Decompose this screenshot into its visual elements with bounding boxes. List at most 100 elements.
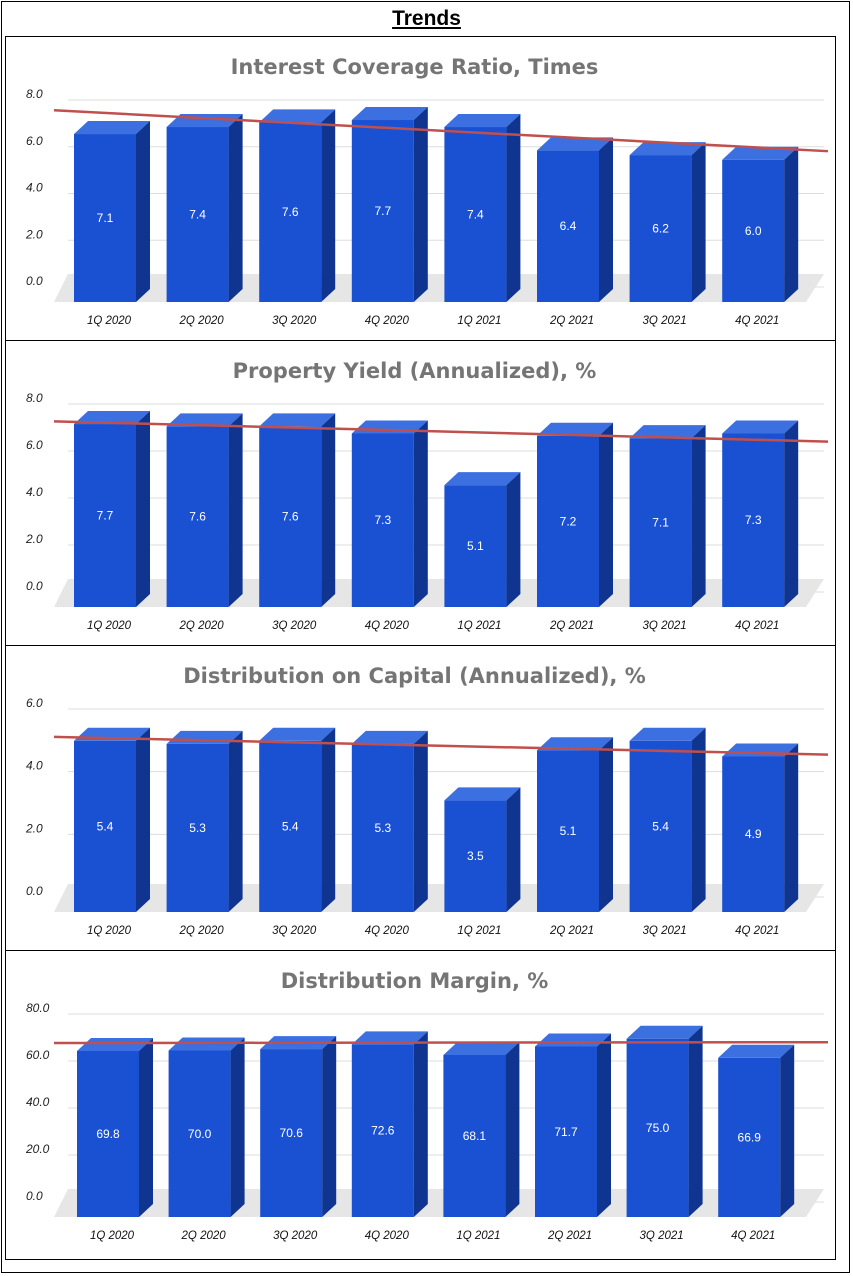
bar-front xyxy=(259,122,322,302)
distribution-margin-bar-3q-2021 xyxy=(626,1025,703,1217)
bar-side xyxy=(506,787,521,912)
distribution-on-capital-annualized-bar-4q-2020 xyxy=(351,730,428,912)
bar-side xyxy=(136,727,150,912)
distribution-on-capital-annualized-bar-3q-2021 xyxy=(629,727,706,912)
interest-coverage-ratio-times-ytick-label: 0.0 xyxy=(26,274,43,288)
property-yield-annualized-ytick-label: 4.0 xyxy=(26,485,43,499)
property-yield-annualized-data-label: 7.6 xyxy=(282,510,299,524)
distribution-on-capital-annualized-data-label: 5.4 xyxy=(652,819,669,833)
bar-top xyxy=(443,1041,520,1055)
property-yield-annualized-data-label: 5.1 xyxy=(467,539,484,553)
interest-coverage-ratio-times-data-label: 7.6 xyxy=(282,205,299,219)
distribution-on-capital-annualized-data-label: 5.4 xyxy=(282,819,299,833)
bar-side xyxy=(780,1044,795,1217)
distribution-margin-ytick-label: 20.0 xyxy=(25,1142,50,1156)
interest-coverage-ratio-times-bar-1q-2021 xyxy=(444,114,521,303)
property-yield-annualized-category-label: 1Q 2020 xyxy=(87,620,132,632)
bar-side xyxy=(784,146,799,302)
interest-coverage-ratio-times-category-label: 3Q 2020 xyxy=(272,315,317,327)
interest-coverage-ratio-times-bar-4q-2020 xyxy=(351,107,428,302)
bar-front xyxy=(444,800,507,912)
bar-top xyxy=(77,1037,153,1051)
bar-front xyxy=(74,740,136,912)
property-yield-annualized-category-label: 2Q 2021 xyxy=(549,620,594,632)
property-yield-annualized-data-label: 7.3 xyxy=(374,513,391,527)
interest-coverage-ratio-times-category-label: 1Q 2021 xyxy=(457,315,501,327)
distribution-margin-data-label: 71.7 xyxy=(554,1125,578,1139)
bar-top xyxy=(351,730,428,744)
interest-coverage-ratio-times-bar-2q-2020 xyxy=(166,114,243,303)
bar-side xyxy=(413,420,428,607)
bar-side xyxy=(691,142,706,302)
bar-side xyxy=(413,107,428,302)
bar-front xyxy=(629,740,692,912)
bar-front xyxy=(166,426,229,607)
interest-coverage-ratio-times-data-label: 6.4 xyxy=(560,219,577,233)
distribution-margin-category-label: 2Q 2020 xyxy=(181,1230,227,1242)
distribution-margin-category-label: 1Q 2021 xyxy=(456,1230,500,1242)
bar-side xyxy=(228,114,243,303)
bar-front xyxy=(718,1057,781,1217)
bar-top xyxy=(259,413,336,427)
bar-front xyxy=(260,1049,323,1217)
distribution-on-capital-annualized-bar-1q-2021 xyxy=(444,787,521,912)
property-yield-annualized-bar-3q-2020 xyxy=(259,413,336,607)
bar-side xyxy=(136,411,150,607)
property-yield-annualized-category-label: 3Q 2021 xyxy=(643,620,687,632)
distribution-margin-category-label: 2Q 2021 xyxy=(547,1230,592,1242)
distribution-on-capital-annualized-category-label: 4Q 2021 xyxy=(735,925,779,937)
bar-front xyxy=(351,1044,414,1217)
bar-side xyxy=(230,1037,245,1217)
bar-top xyxy=(444,114,521,128)
bar-top xyxy=(629,727,706,741)
bar-top xyxy=(259,109,336,123)
property-yield-annualized-ytick-label: 8.0 xyxy=(26,391,43,405)
bar-top xyxy=(537,137,613,151)
distribution-on-capital-annualized-category-label: 1Q 2021 xyxy=(457,925,501,937)
distribution-margin-data-label: 70.6 xyxy=(280,1126,304,1140)
bar-top xyxy=(351,107,428,121)
interest-coverage-ratio-times-category-label: 4Q 2020 xyxy=(365,315,410,327)
property-yield-chart: Property Yield (Annualized), % 0.0 2.0 4.0 6… xyxy=(25,359,829,632)
page-title: Trends xyxy=(392,7,461,30)
distribution-margin-data-label: 66.9 xyxy=(738,1130,762,1144)
property-yield-annualized-bar-2q-2020 xyxy=(166,413,243,607)
bar-side xyxy=(691,425,706,607)
bar-side xyxy=(688,1025,703,1217)
distribution-margin-ytick-label: 60.0 xyxy=(26,1048,50,1062)
bar-top xyxy=(629,425,706,439)
bar-front xyxy=(168,1050,231,1217)
chart-panel-interest-coverage: Interest Coverage Ratio, Times 0.0 2.0 4.0 6… xyxy=(5,36,836,341)
distribution-margin-bar-2q-2021 xyxy=(535,1033,611,1217)
property-yield-annualized-ytick-label: 2.0 xyxy=(25,532,43,546)
interest-coverage-ratio-times-category-label: 4Q 2021 xyxy=(735,315,779,327)
distribution-margin-ytick-label: 40.0 xyxy=(26,1095,50,1109)
property-yield-annualized-ytick-label: 6.0 xyxy=(26,438,43,452)
bar-top xyxy=(351,1031,428,1045)
distribution-margin-trendline xyxy=(53,1040,829,1045)
interest-coverage-ratio-times-bar-2q-2021 xyxy=(537,137,613,302)
bar-side xyxy=(413,730,428,912)
bar-side xyxy=(413,1031,428,1217)
bar-front xyxy=(722,433,785,607)
distribution-margin-category-label: 4Q 2021 xyxy=(731,1230,775,1242)
bar-front xyxy=(351,743,414,912)
bar-front xyxy=(259,426,322,607)
bar-front xyxy=(722,756,785,912)
bar-front xyxy=(74,424,136,607)
bar-top xyxy=(74,121,150,135)
bar-front xyxy=(166,743,229,912)
interest-coverage-ratio-times-title: Interest Coverage Ratio, Times xyxy=(231,55,599,79)
distribution-margin-data-label: 69.8 xyxy=(96,1127,120,1141)
property-yield-annualized-category-label: 1Q 2021 xyxy=(457,620,501,632)
interest-coverage-ratio-times-data-label: 7.4 xyxy=(189,208,206,222)
bar-side xyxy=(228,730,243,912)
property-yield-annualized-bar-4q-2020 xyxy=(351,420,428,607)
distribution-margin-bar-1q-2021 xyxy=(443,1041,520,1217)
distribution-margin-data-label: 68.1 xyxy=(463,1129,487,1143)
distribution-on-capital-annualized-category-label: 1Q 2020 xyxy=(87,925,132,937)
bar-side xyxy=(228,413,243,607)
bar-top xyxy=(537,422,613,436)
bar-side xyxy=(599,422,613,607)
